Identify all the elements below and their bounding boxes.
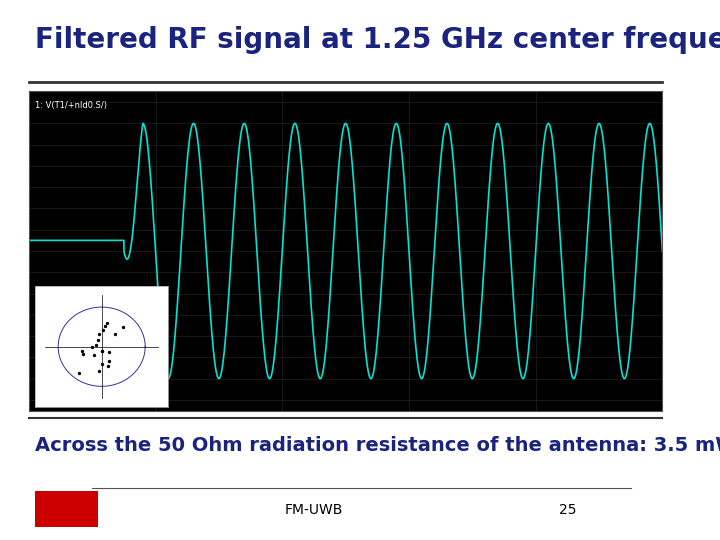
Text: FM-UWB: FM-UWB bbox=[284, 503, 343, 517]
Bar bbox=[35, 491, 99, 527]
Text: 25: 25 bbox=[559, 503, 576, 517]
Text: m
e
2
3: m e 2 3 bbox=[679, 215, 696, 304]
Text: Across the 50 Ohm radiation resistance of the antenna: 3.5 mW: Across the 50 Ohm radiation resistance o… bbox=[35, 436, 720, 455]
Text: Filtered RF signal at 1.25 GHz center frequency: Filtered RF signal at 1.25 GHz center fr… bbox=[35, 26, 720, 55]
X-axis label: time ( s ): time ( s ) bbox=[320, 433, 371, 442]
Text: 1: V(T1/+nld0.S/): 1: V(T1/+nld0.S/) bbox=[35, 101, 107, 110]
